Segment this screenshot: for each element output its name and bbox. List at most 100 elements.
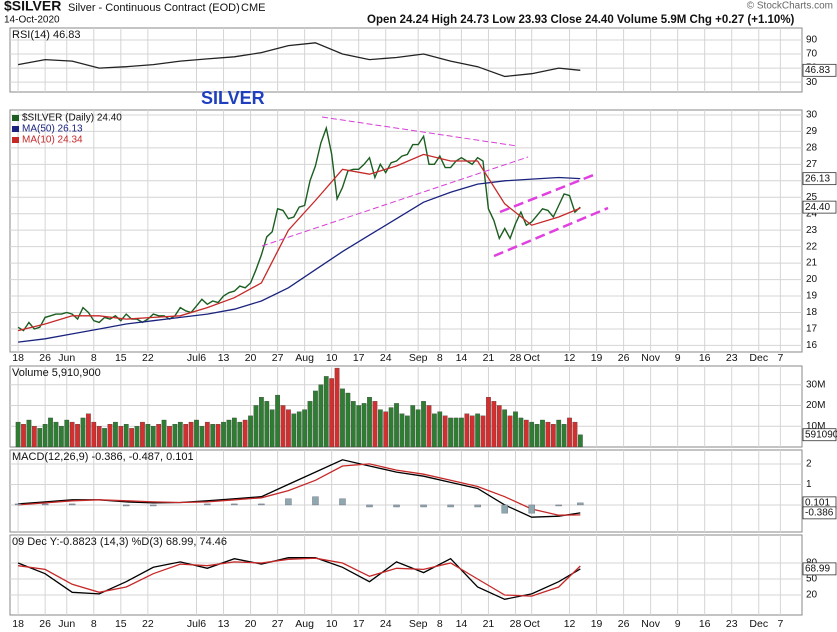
legend-entry: MA(10) 24.34 — [22, 135, 83, 146]
x-tick-label: 20 — [245, 618, 257, 630]
histogram-bar — [447, 504, 454, 508]
volume-bar — [480, 415, 486, 448]
value-tag: 24.40 — [805, 202, 830, 213]
volume-bar — [194, 419, 199, 448]
volume-bar — [161, 419, 167, 448]
x-tick-label: 7 — [777, 618, 783, 630]
volume-bar — [215, 424, 221, 448]
volume-bar — [140, 421, 145, 448]
series-line — [17, 557, 581, 600]
volume-bar — [377, 409, 383, 448]
volume-bar — [296, 411, 302, 448]
value-tag-box — [802, 200, 837, 214]
x-tick-label: 19 — [591, 618, 603, 630]
histogram-bar — [68, 503, 76, 506]
value-tag: 46.83 — [805, 65, 830, 76]
y-tick-label: 16 — [806, 340, 818, 351]
volume-bar — [269, 409, 275, 448]
volume-bar — [540, 419, 545, 448]
value-tag: 5910900 — [805, 429, 837, 440]
x-tick-label: 23 — [726, 352, 738, 364]
x-tick-label: 15 — [115, 352, 127, 364]
histogram-bar — [123, 504, 130, 507]
histogram-bar — [501, 504, 508, 514]
y-tick-label: 18 — [806, 307, 818, 318]
volume-bar — [394, 403, 399, 448]
volume-bar — [129, 428, 134, 448]
x-tick-label: 22 — [142, 618, 154, 630]
volume-bar — [248, 415, 253, 448]
volume-bar — [253, 405, 259, 448]
volume-bar — [507, 415, 513, 448]
volume-bar — [577, 434, 583, 448]
x-tick-label: 14 — [456, 352, 468, 364]
volume-bar — [177, 421, 183, 448]
symbol: $SILVER — [4, 0, 61, 14]
panel-title: 09 Dec Y:-0.8823 (14,3) %D(3) 68.99, 74.… — [12, 536, 227, 548]
y-tick-label: 21 — [806, 258, 818, 269]
volume-bar — [491, 401, 497, 448]
volume-bar — [534, 424, 540, 448]
volume-bar — [367, 397, 372, 448]
histogram-bar — [339, 498, 346, 506]
legend-swatch — [12, 115, 19, 121]
volume-bar — [486, 397, 491, 448]
volume-bar — [383, 411, 389, 448]
volume-bar — [69, 421, 75, 448]
histogram-bar — [420, 504, 427, 508]
volume-bar — [442, 415, 448, 448]
volume-bar — [232, 417, 237, 448]
x-tick-label: 21 — [483, 352, 495, 364]
volume-bar — [15, 421, 21, 448]
value-tag: 68.99 — [805, 564, 830, 575]
trendline — [321, 116, 518, 147]
x-tick-label: 8 — [91, 618, 97, 630]
volume-bar — [421, 401, 426, 448]
y-tick-label: 30 — [806, 77, 818, 88]
y-tick-label: 20 — [806, 274, 818, 285]
volume-bar — [204, 421, 210, 448]
x-tick-label: 24 — [380, 618, 392, 630]
volume-bar — [307, 401, 313, 448]
volume-bar — [80, 417, 86, 448]
x-tick-label: 18 — [12, 352, 24, 364]
legend-entry: MA(50) 26.13 — [22, 124, 83, 135]
x-tick-label: 14 — [456, 618, 468, 630]
volume-bar — [226, 419, 232, 448]
x-tick-label: Nov — [641, 352, 660, 364]
volume-bar — [545, 421, 551, 448]
volume-bar — [513, 411, 518, 448]
volume-bar — [48, 417, 53, 448]
panel-title: MACD(12,26,9) -0.386, -0.487, 0.101 — [12, 451, 194, 463]
volume-bar — [221, 421, 226, 448]
x-tick-label: 28 — [510, 618, 522, 630]
volume-bar — [356, 405, 362, 448]
y-tick-label: 19 — [806, 291, 818, 302]
volume-bar — [275, 394, 280, 448]
x-tick-label: Jun — [58, 352, 75, 364]
exchange: CME — [241, 2, 265, 14]
y-tick-label: 20M — [806, 400, 825, 411]
volume-bar — [145, 424, 151, 448]
x-tick-label: 22 — [142, 352, 154, 364]
panel-frame — [9, 109, 803, 353]
y-tick-label: 23 — [806, 225, 818, 236]
x-tick-label: Aug — [295, 618, 314, 630]
x-tick-label: 23 — [726, 618, 738, 630]
quote: Open 24.24 High 24.73 Low 23.93 Close 24… — [367, 14, 795, 26]
x-tick-label: 24 — [380, 352, 392, 364]
legend-entry: $SILVER (Daily) 24.40 — [22, 113, 122, 124]
panel-frame — [9, 534, 803, 616]
volume-bar — [572, 421, 578, 448]
volume-bar — [167, 426, 172, 448]
volume-bar — [302, 409, 307, 448]
volume-bar — [237, 421, 243, 448]
x-tick-label: 9 — [675, 352, 681, 364]
legend-swatch — [12, 126, 19, 132]
x-tick-label: Dec — [749, 352, 768, 364]
series-line — [17, 153, 581, 332]
series-line — [17, 125, 581, 332]
volume-bar — [340, 388, 345, 448]
x-tick-label: 12 — [564, 618, 576, 630]
